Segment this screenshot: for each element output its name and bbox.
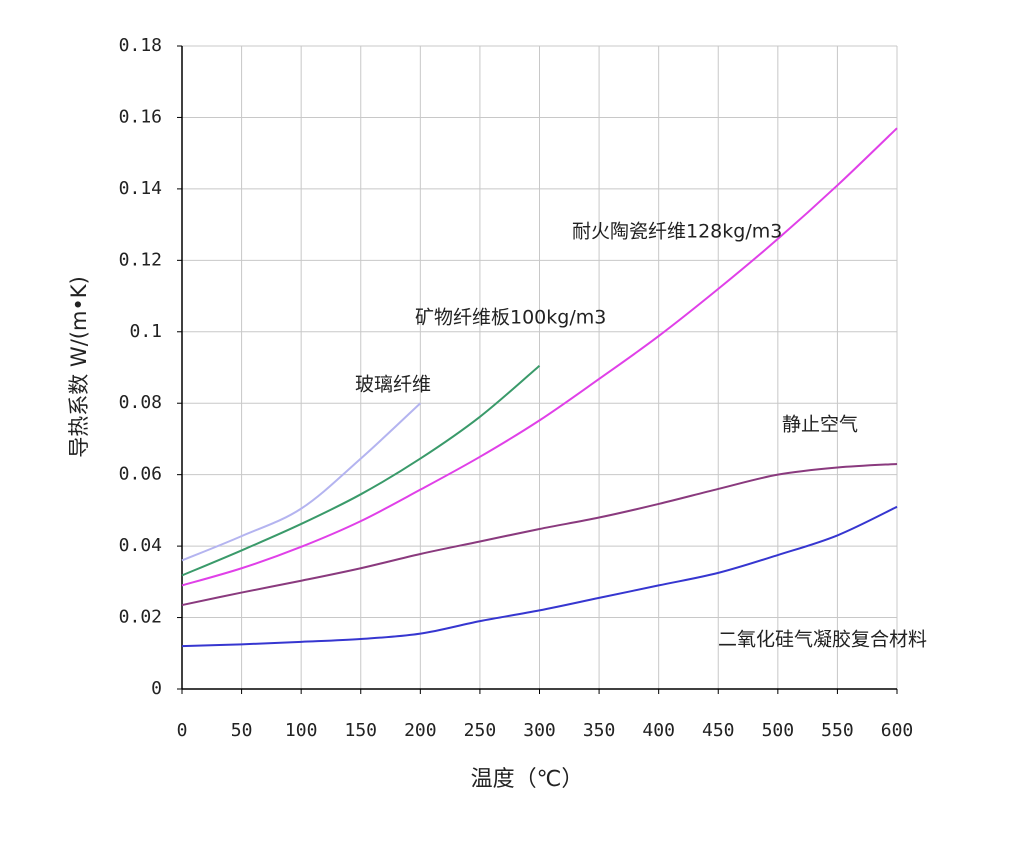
x-tick-label: 200 [404, 720, 437, 741]
y-tick-label: 0.04 [119, 535, 162, 556]
x-tick-label: 400 [642, 720, 675, 741]
series-line [181, 127, 898, 587]
x-tick-label: 100 [285, 720, 318, 741]
x-tick-label: 150 [344, 720, 377, 741]
series-line [181, 402, 422, 562]
y-tick-label: 0.06 [119, 464, 162, 485]
series-line [181, 462, 898, 607]
y-tick-label: 0.02 [119, 607, 162, 628]
series-label: 玻璃纤维 [355, 374, 431, 396]
x-tick-label: 50 [231, 720, 253, 741]
y-tick-label: 0.08 [119, 392, 162, 413]
y-tick-label: 0.14 [119, 178, 162, 199]
x-tick-label: 250 [464, 720, 497, 741]
y-tick-label: 0.12 [119, 249, 162, 270]
y-tick-label: 0.16 [119, 106, 162, 127]
y-tick-label: 0.18 [119, 35, 162, 56]
x-tick-label: 550 [821, 720, 854, 741]
series-label: 二氧化硅气凝胶复合材料 [718, 629, 927, 651]
x-tick-label: 500 [762, 720, 795, 741]
series-label: 静止空气 [782, 414, 858, 436]
series-label: 耐火陶瓷纤维128kg/m3 [572, 221, 782, 243]
x-tick-label: 350 [583, 720, 616, 741]
series-line [181, 364, 541, 577]
x-axis-label: 温度（℃） [471, 767, 584, 792]
y-tick-label: 0.1 [129, 321, 162, 342]
x-tick-label: 0 [177, 720, 188, 741]
series-line [181, 505, 898, 648]
x-tick-label: 600 [881, 720, 914, 741]
series-label: 矿物纤维板100kg/m3 [415, 307, 606, 329]
y-axis-label: 导热系数 W/(m•K) [67, 276, 91, 458]
y-tick-label: 0 [151, 678, 162, 699]
x-tick-label: 300 [523, 720, 556, 741]
x-tick-label: 450 [702, 720, 735, 741]
